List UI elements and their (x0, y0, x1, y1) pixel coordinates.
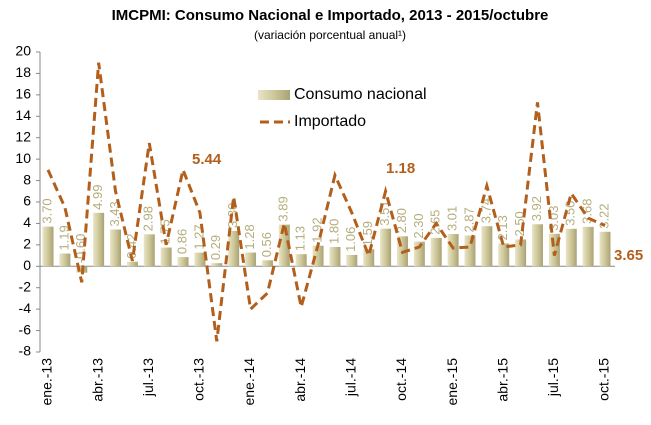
legend-label: Consumo nacional (294, 86, 427, 103)
bar (245, 252, 257, 267)
bar-value-label: 1.13 (293, 226, 308, 251)
x-tick-label: oct.-14 (393, 358, 409, 401)
bar-value-label: 0.29 (208, 235, 223, 260)
bar-value-label: 3.68 (580, 199, 595, 224)
bar-value-label: 4.99 (90, 185, 105, 210)
bar (447, 234, 459, 267)
bar (380, 228, 392, 267)
y-tick-label: 2 (23, 236, 31, 252)
bar (548, 233, 560, 267)
bar-value-label: 2.30 (411, 213, 426, 238)
x-tick-label: jul.-15 (545, 358, 561, 397)
annotation: 5.44 (192, 151, 222, 168)
bar (228, 230, 240, 267)
y-tick-label: 12 (15, 128, 31, 144)
bar (413, 241, 425, 267)
x-tick-label: abr.-14 (292, 358, 308, 402)
bar-value-label: 3.74 (478, 198, 493, 223)
bar (582, 226, 594, 267)
bar (531, 224, 543, 267)
bar (498, 243, 510, 267)
y-tick-label: 14 (15, 107, 31, 123)
bar-value-label: 3.92 (529, 196, 544, 221)
bar (93, 212, 105, 267)
bar (329, 247, 341, 267)
bar (430, 237, 442, 267)
y-tick-label: -6 (19, 321, 32, 337)
y-tick-label: 0 (23, 257, 31, 273)
bar-value-label: 3.01 (445, 206, 460, 231)
y-tick-label: 4 (23, 214, 31, 230)
bar (261, 260, 273, 267)
bar (599, 231, 611, 267)
bar-value-label: 1.06 (343, 227, 358, 252)
y-tick-label: -2 (19, 278, 32, 294)
bar (346, 254, 358, 267)
x-tick-label: jul.-14 (343, 358, 359, 397)
bar (312, 245, 324, 267)
bar-value-label: 3.70 (39, 198, 54, 223)
bar-value-label: 3.22 (596, 203, 611, 228)
y-tick-label: -8 (19, 343, 32, 359)
y-tick-label: -4 (19, 300, 32, 316)
bar (143, 234, 155, 267)
x-tick-label: abr.-15 (494, 358, 510, 402)
x-tick-label: jul.-13 (140, 358, 156, 397)
y-tick-label: 18 (15, 64, 31, 80)
chart-title: IMCPMI: Consumo Nacional e Importado, 20… (112, 7, 549, 24)
bar (126, 261, 138, 267)
bar-value-label: 1.59 (360, 221, 375, 246)
x-tick-label: ene.-15 (444, 358, 460, 406)
bar (464, 235, 476, 267)
legend-swatch (258, 90, 290, 100)
x-tick-label: oct.-15 (596, 358, 612, 401)
chart-subtitle: (variación porcentual anual¹) (254, 28, 406, 42)
bar (110, 229, 122, 267)
bar (565, 228, 577, 267)
bar (211, 263, 223, 267)
y-tick-label: 16 (15, 86, 31, 102)
annotation: 1.18 (386, 160, 415, 177)
bar-value-label: 2.98 (141, 206, 156, 231)
bar (194, 252, 206, 267)
bar (515, 239, 527, 267)
bar-value-label: 3.89 (276, 196, 291, 221)
bar-value-label: 1.80 (326, 219, 341, 244)
bar (42, 226, 54, 267)
bar (278, 224, 290, 267)
bar-value-label: 3.03 (546, 206, 561, 231)
y-tick-label: 10 (15, 150, 31, 166)
x-tick-label: ene.-14 (241, 358, 257, 406)
bar-value-label: 2.65 (428, 210, 443, 235)
bar-value-label: 2.80 (394, 208, 409, 233)
bar (481, 226, 493, 267)
x-tick-label: ene.-13 (39, 358, 55, 406)
y-tick-label: 6 (23, 193, 31, 209)
x-tick-label: abr.-13 (89, 358, 105, 402)
bar-value-label: 1.28 (242, 224, 257, 249)
annotation: 3.65 (614, 247, 643, 264)
bar-value-label: 3.50 (563, 200, 578, 225)
bar (363, 249, 375, 267)
bar (295, 254, 307, 267)
y-tick-label: 8 (23, 171, 31, 187)
bar-value-label: 1.19 (56, 225, 71, 250)
bar (160, 247, 172, 267)
bar (177, 257, 189, 267)
bar-value-label: 2.87 (461, 207, 476, 232)
bar-value-label: 2.13 (495, 215, 510, 240)
bar-value-label: 0.86 (174, 229, 189, 254)
bar (59, 253, 71, 267)
y-tick-label: 20 (15, 43, 31, 59)
line (46, 62, 606, 342)
bar-value-label: 0.56 (259, 232, 274, 257)
legend-label: Importado (294, 113, 366, 130)
x-tick-label: oct.-13 (191, 358, 207, 401)
